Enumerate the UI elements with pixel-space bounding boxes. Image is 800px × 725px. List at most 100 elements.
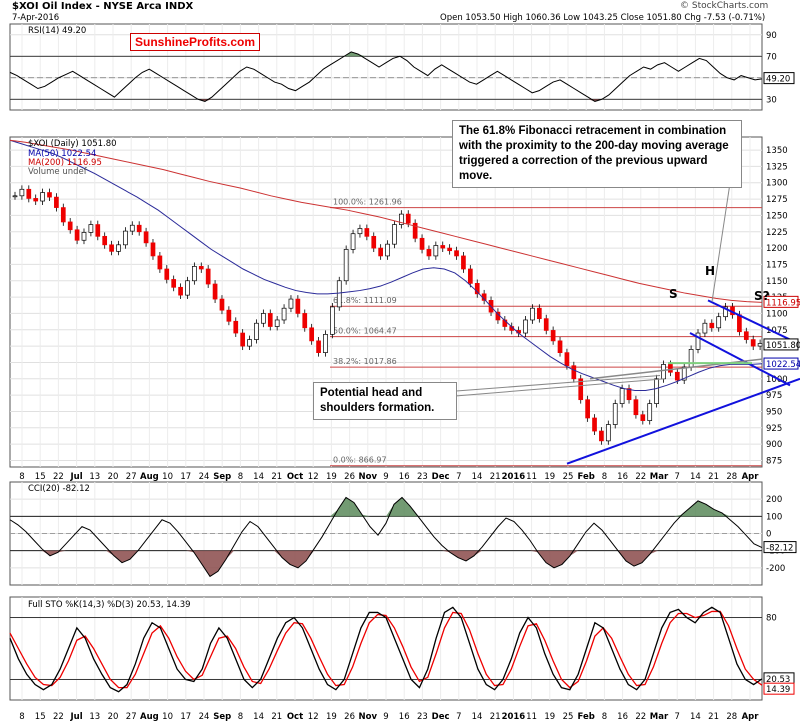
x-tick-label: 25 (563, 712, 574, 722)
candle (12, 195, 18, 198)
x-tick-label: 14 (253, 712, 264, 722)
candle (226, 309, 232, 322)
x-tick-label: 16 (617, 712, 628, 722)
x-tick-label: 7 (456, 712, 461, 722)
x-tick-label: 8 (19, 472, 24, 482)
candle (461, 255, 466, 270)
x-tick-label: Oct (287, 472, 303, 482)
down-channel-upper (707, 299, 791, 341)
x-tick-label: 22 (53, 712, 64, 722)
price-tag-label: 1022.54 (766, 360, 800, 370)
fib-note-line-3: triggered a correction of the previous u… (459, 155, 708, 182)
candle (60, 207, 66, 223)
x-tick-label: 7 (456, 472, 461, 482)
sto-d-line (9, 610, 763, 689)
candle (129, 224, 135, 232)
candle (261, 313, 266, 324)
cci-title: CCI(20) -82.12 (28, 484, 90, 494)
sto-tick-label: 80 (766, 614, 777, 624)
candle (543, 318, 549, 331)
candle (523, 319, 528, 334)
x-tick-label: 19 (326, 472, 337, 482)
x-tick-label: 21 (271, 712, 282, 722)
fib-label: 38.2%: 1017.86 (333, 357, 397, 366)
x-tick-label: Sep (213, 472, 231, 482)
x-tick-label: 21 (708, 472, 719, 482)
price-tick-label: 975 (766, 391, 782, 401)
quote-summary: Open 1053.50 High 1060.36 Low 1043.25 Cl… (440, 13, 766, 23)
price-tag (763, 338, 799, 351)
candle (612, 403, 618, 425)
candle (274, 319, 280, 327)
hs-pointer-2 (442, 378, 666, 398)
candle (557, 340, 563, 353)
x-tick-label: Apr (742, 712, 760, 722)
x-tick-label: 9 (383, 712, 388, 722)
candle (343, 249, 349, 282)
candle (695, 332, 701, 350)
candle (267, 313, 273, 327)
candle (192, 266, 197, 282)
fib-label: 0.0%: 866.97 (333, 456, 387, 465)
candle (309, 327, 315, 342)
candle (212, 283, 218, 300)
x-tick-label: Dec (432, 712, 450, 722)
x-tick-label: 16 (617, 472, 628, 482)
price-tick-label: 1225 (766, 228, 788, 238)
candle (185, 280, 190, 296)
x-tick-label: 23 (417, 472, 428, 482)
x-tick-label: Aug (140, 472, 159, 482)
x-tick-label: Dec (432, 472, 450, 482)
x-tick-label: 20 (108, 472, 119, 482)
x-tick-label: 2016 (502, 712, 526, 722)
candle (709, 322, 715, 329)
candle (357, 228, 363, 235)
candle (198, 266, 204, 270)
hs-pointer-1 (442, 375, 661, 393)
x-tick-label: 14 (472, 712, 483, 722)
x-tick-label: 14 (253, 472, 264, 482)
candle (157, 255, 163, 270)
candle (619, 388, 625, 404)
x-tick-label: 24 (199, 712, 210, 722)
price-title: $XOI (Daily) 1051.80 (28, 139, 117, 149)
x-tick-label: Oct (287, 712, 303, 722)
candle (633, 399, 639, 416)
label-left-shoulder: S (669, 287, 678, 301)
x-tick-label: 28 (726, 712, 737, 722)
x-tick-label: 20 (108, 712, 119, 722)
rsi-value-tag (763, 72, 795, 85)
cci-value-label: -82.12 (766, 544, 793, 554)
candle (536, 307, 542, 320)
brand-logo: SunshineProfits.com (130, 33, 261, 51)
candle (433, 245, 439, 257)
sto-d-label: 14.39 (766, 685, 790, 695)
candle (716, 316, 722, 329)
candle (654, 378, 659, 404)
price-tick-label: 1200 (766, 244, 788, 254)
candle (571, 365, 577, 380)
candle (136, 224, 142, 233)
x-tick-label: 11 (526, 712, 537, 722)
candle (723, 306, 728, 318)
candle (688, 349, 694, 368)
cci-line (9, 496, 763, 578)
candle (205, 268, 211, 285)
rsi-tick-label: 70 (766, 52, 777, 62)
watermark: © StockCharts.com (680, 1, 769, 11)
x-tick-label: Nov (359, 472, 378, 482)
x-tick-label: 28 (726, 472, 737, 482)
x-tick-label: 8 (238, 712, 243, 722)
candle (405, 213, 411, 224)
candle (19, 188, 25, 197)
x-tick-label: 11 (526, 472, 537, 482)
x-tick-label: 19 (326, 712, 337, 722)
x-tick-label: 21 (271, 472, 282, 482)
candle (26, 188, 32, 199)
sto-k-label: 20.53 (766, 675, 790, 685)
ma50-legend: MA(50) 1022.54 (28, 149, 97, 159)
x-tick-label: 10 (162, 472, 173, 482)
candle (47, 192, 52, 198)
x-tick-label: 9 (383, 472, 388, 482)
